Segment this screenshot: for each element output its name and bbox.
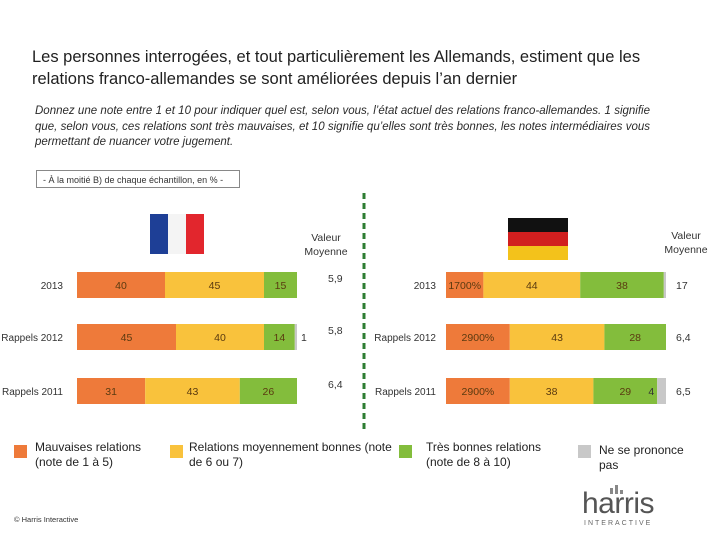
page-title: Les personnes interrogées, et tout parti… (32, 48, 641, 88)
fr-category-label: 2013 (41, 281, 64, 292)
de-bar-segment (509, 378, 594, 404)
fr-category-label: Rappels 2012 (1, 333, 63, 344)
fr-data-label: 40 (214, 332, 226, 344)
fr-bar-segment (77, 272, 165, 298)
logo-bar-2 (615, 485, 618, 494)
de-average-value: 6,4 (676, 332, 691, 344)
fr-average-value: 5,9 (328, 273, 343, 285)
fr-data-label: 14 (274, 332, 286, 344)
fr-bar-segment (239, 378, 297, 404)
legend-swatch-nsp (578, 445, 591, 458)
fr-bar-segment (264, 272, 297, 298)
de-data-label: 29 (619, 386, 631, 398)
fr-data-label: 31 (105, 386, 117, 398)
fr-data-label: 40 (115, 280, 127, 292)
de-bar-segment (657, 378, 666, 404)
sample-note: - À la moitié B) de chaque échantillon, … (36, 170, 240, 188)
fr-bar-segment (165, 272, 264, 298)
fr-data-label: 45 (121, 332, 133, 344)
flag-germany-stripe-1 (508, 232, 568, 246)
de-bar-segment (483, 272, 581, 298)
flag-germany-stripe-0 (508, 218, 568, 232)
fr-data-label: 1 (301, 332, 307, 344)
de-category-label: Rappels 2012 (374, 333, 436, 344)
logo-bar-3 (620, 490, 623, 494)
fr-bar-segment (176, 324, 264, 350)
de-bar-segment (509, 324, 605, 350)
legend-swatch-good (399, 445, 412, 458)
fr-data-label: 26 (263, 386, 275, 398)
de-bar-segment (593, 378, 658, 404)
fr-data-label: 45 (209, 280, 221, 292)
legend-label-medium: Relations moyennement bonnes (note de 6 … (189, 440, 392, 469)
fr-bar-segment (294, 324, 297, 350)
legend-label-nsp: Ne se prononce pas (599, 443, 684, 472)
fr-average-value: 5,8 (328, 325, 343, 337)
de-bar-segment (580, 272, 664, 298)
flag-france-stripe-0 (150, 214, 168, 254)
fr-bar-segment (264, 324, 295, 350)
legend-swatch-bad (14, 445, 27, 458)
fr-bar-segment (145, 378, 240, 404)
de-bar-segment (446, 324, 510, 350)
de-avg-label-line1: Valeur (671, 230, 701, 242)
de-data-label: 2900% (462, 386, 495, 398)
de-avg-label-line2: Moyenne (664, 244, 707, 256)
legend-swatch-medium (170, 445, 183, 458)
flag-germany-stripe-2 (508, 246, 568, 260)
logo-word: harris (582, 487, 655, 520)
de-data-label: 38 (616, 280, 628, 292)
de-data-label: 28 (629, 332, 641, 344)
de-average-value: 6,5 (676, 386, 691, 398)
de-data-label: 4 (648, 386, 654, 398)
de-data-label: 44 (526, 280, 538, 292)
fr-category-label: Rappels 2011 (2, 387, 63, 398)
de-average-value: 17 (676, 280, 688, 292)
logo-bar-1 (610, 488, 613, 494)
legend-label-good: Très bonnes relations (note de 8 à 10) (426, 440, 541, 469)
de-bar-segment (446, 272, 484, 298)
fr-data-label: 43 (187, 386, 199, 398)
de-data-label: 2900% (462, 332, 495, 344)
fr-bar-segment (77, 378, 146, 404)
fr-average-value: 6,4 (328, 379, 343, 391)
de-data-label: 38 (546, 386, 558, 398)
de-category-label: Rappels 2011 (375, 387, 436, 398)
flag-france-stripe-1 (168, 214, 186, 254)
fr-data-label: 15 (275, 280, 287, 292)
harris-logo: harris INTERACTIVE (582, 485, 672, 529)
question-text: Donnez une note entre 1 et 10 pour indiq… (35, 105, 650, 148)
fr-avg-label-line1: Valeur (311, 232, 341, 244)
flag-france-stripe-2 (186, 214, 204, 254)
de-data-label: 1700% (448, 280, 481, 292)
fr-bar-segment (77, 324, 176, 350)
de-bar-segment (663, 272, 666, 298)
de-data-label: 43 (551, 332, 563, 344)
de-bar-segment (604, 324, 666, 350)
de-category-label: 2013 (414, 281, 437, 292)
fr-avg-label-line2: Moyenne (304, 246, 347, 258)
de-bar-segment (446, 378, 510, 404)
harris-logo-mark (610, 485, 623, 494)
legend-label-bad: Mauvaises relations (note de 1 à 5) (35, 440, 142, 469)
logo-sub: INTERACTIVE (584, 520, 653, 527)
copyright-text: © Harris Interactive (14, 515, 79, 524)
